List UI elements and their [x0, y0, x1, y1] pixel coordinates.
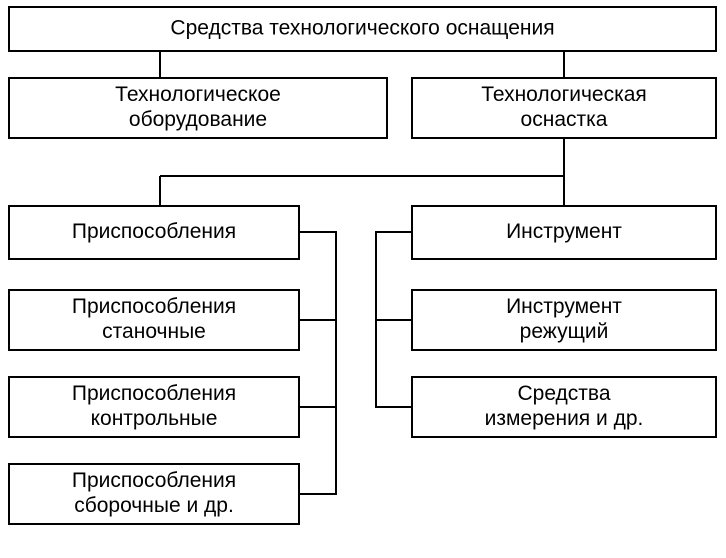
- node-label: оборудование: [129, 108, 267, 131]
- node-prisp_stan: Приспособлениястаночные: [9, 290, 299, 350]
- node-label: Технологическое: [115, 83, 281, 106]
- node-label: Технологическая: [481, 83, 647, 106]
- node-prisp_kontr: Приспособленияконтрольные: [9, 377, 299, 437]
- node-label: Инструмент: [506, 220, 622, 243]
- node-tech_rig: Технологическаяоснастка: [412, 78, 716, 138]
- node-label: станочные: [102, 320, 206, 343]
- node-label: Приспособления: [72, 469, 236, 492]
- node-label: измерения и др.: [485, 407, 644, 430]
- node-label: сборочные и др.: [74, 494, 234, 517]
- node-prisp_sbor: Приспособлениясборочные и др.: [9, 464, 299, 524]
- node-instr: Инструмент: [412, 206, 716, 259]
- node-root: Средства технологического оснащения: [9, 7, 716, 51]
- connector: [299, 232, 336, 494]
- diagram-canvas: Средства технологического оснащения Техно…: [0, 0, 726, 558]
- node-label: Средства технологического оснащения: [170, 17, 554, 40]
- node-label: Приспособления: [72, 295, 236, 318]
- node-label: контрольные: [91, 407, 218, 430]
- node-label: оснастка: [521, 108, 608, 131]
- node-label: Приспособления: [72, 382, 236, 405]
- node-instr_rez: Инструментрежущий: [412, 290, 716, 350]
- node-label: Средства: [517, 382, 610, 405]
- node-label: режущий: [520, 320, 609, 343]
- node-label: Приспособления: [72, 220, 236, 243]
- node-prisp: Приспособления: [9, 206, 299, 259]
- node-label: Инструмент: [506, 295, 622, 318]
- node-tech_equip: Технологическоеоборудование: [9, 78, 387, 138]
- node-sred_izm: Средстваизмерения и др.: [412, 377, 716, 437]
